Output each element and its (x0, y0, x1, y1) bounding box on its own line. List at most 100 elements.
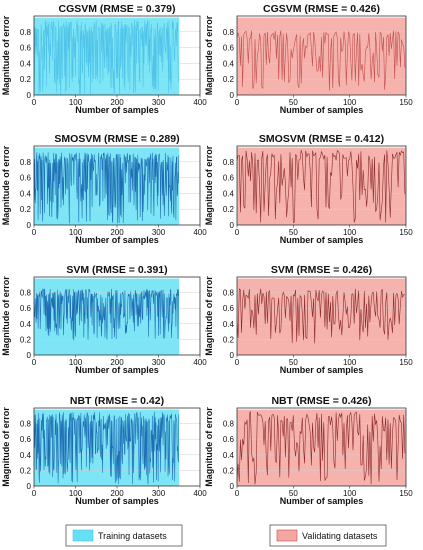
y-tick-label: 0 (230, 482, 235, 491)
legend-training: Training datasets (65, 524, 183, 547)
y-tick-label: 0.4 (20, 59, 32, 68)
y-tick-label: 0.2 (20, 466, 32, 475)
x-tick-label: 100 (69, 489, 83, 498)
y-tick-label: 0.8 (223, 420, 235, 429)
legend-validating-swatch (276, 529, 298, 542)
x-tick-label: 100 (343, 358, 357, 367)
error-series-line (33, 411, 180, 485)
y-tick-label: 0.8 (20, 289, 32, 298)
x-tick-label: 400 (193, 98, 207, 107)
chart-title: SVM (RMSE = 0.426) (271, 264, 372, 276)
chart-title: NBT (RMSE = 0.42) (70, 395, 164, 407)
chart-panel-8: NBT (RMSE = 0.426) Number of samples Magni… (204, 395, 413, 506)
chart-title: CGSVM (RMSE = 0.426) (263, 3, 380, 15)
x-tick-label: 50 (289, 228, 298, 237)
x-tick-label: 0 (32, 489, 37, 498)
y-tick-label: 0 (27, 91, 32, 100)
x-tick-label: 100 (69, 228, 83, 237)
y-tick-label: 0.6 (20, 304, 32, 313)
x-axis-label: Number of samples (75, 365, 159, 375)
x-tick-label: 0 (32, 358, 37, 367)
error-series-line (236, 149, 406, 224)
x-tick-label: 50 (289, 489, 298, 498)
y-tick-label: 0.2 (20, 205, 32, 214)
chart-title: SMOSVM (RMSE = 0.412) (259, 133, 384, 145)
x-tick-label: 200 (110, 228, 124, 237)
x-axis-label: Number of samples (280, 105, 364, 115)
y-tick-label: 0.6 (223, 174, 235, 183)
y-tick-label: 0 (27, 351, 32, 360)
chart-panel-7: NBT (RMSE = 0.42) Number of samples Magnit… (1, 395, 207, 506)
x-axis-label: Number of samples (75, 235, 159, 245)
chart-title: CGSVM (RMSE = 0.379) (59, 3, 176, 15)
chart-panel-5: SVM (RMSE = 0.391) Number of samples Magni… (1, 264, 207, 375)
x-tick-label: 300 (152, 98, 166, 107)
chart-title: SVM (RMSE = 0.391) (66, 264, 167, 276)
x-axis-label: Number of samples (75, 496, 159, 506)
x-tick-label: 50 (289, 98, 298, 107)
x-tick-label: 400 (193, 228, 207, 237)
y-tick-label: 0.2 (20, 75, 32, 84)
x-tick-label: 100 (343, 98, 357, 107)
y-tick-label: 0.2 (223, 466, 235, 475)
x-tick-label: 150 (399, 358, 413, 367)
legend-validating-box (269, 524, 387, 547)
y-tick-label: 0.4 (223, 59, 235, 68)
y-axis-label: Magnitude of error (204, 407, 214, 487)
chart-panel-1: CGSVM (RMSE = 0.379) Number of samples Mag… (1, 3, 207, 115)
y-tick-label: 0.4 (20, 189, 32, 198)
legend-training-label: Training datasets (98, 531, 167, 541)
x-tick-label: 0 (235, 228, 240, 237)
y-tick-label: 0 (27, 221, 32, 230)
chart-title: SMOSVM (RMSE = 0.289) (54, 133, 179, 145)
x-tick-label: 200 (110, 489, 124, 498)
y-tick-label: 0 (230, 91, 235, 100)
x-tick-label: 150 (399, 489, 413, 498)
plot-frame (236, 407, 407, 487)
y-tick-label: 0.4 (20, 451, 32, 460)
y-tick-label: 0.2 (223, 335, 235, 344)
legend-training-swatch (72, 529, 94, 542)
y-tick-label: 0.8 (20, 158, 32, 167)
x-tick-label: 300 (152, 489, 166, 498)
chart-panel-4: SMOSVM (RMSE = 0.412) Number of samples Ma… (204, 133, 413, 245)
y-tick-label: 0.8 (20, 420, 32, 429)
y-axis-label: Magnitude of error (1, 276, 11, 356)
legend-training-box (65, 524, 183, 547)
y-tick-label: 0.2 (20, 335, 32, 344)
x-axis-label: Number of samples (280, 496, 364, 506)
y-axis-label: Magnitude of error (1, 407, 11, 487)
x-axis-label: Number of samples (75, 105, 159, 115)
plot-frame (236, 15, 407, 96)
error-series-line (236, 288, 405, 344)
y-tick-label: 0.6 (20, 435, 32, 444)
x-axis-label: Number of samples (280, 365, 364, 375)
x-axis-label: Number of samples (280, 235, 364, 245)
y-tick-label: 0.8 (223, 158, 235, 167)
x-tick-label: 150 (399, 228, 413, 237)
y-tick-label: 0.8 (20, 28, 32, 37)
y-tick-label: 0.6 (223, 304, 235, 313)
y-tick-label: 0.4 (20, 320, 32, 329)
x-tick-label: 100 (69, 358, 83, 367)
x-tick-label: 400 (193, 489, 207, 498)
x-tick-label: 100 (343, 228, 357, 237)
y-axis-label: Magnitude of error (204, 276, 214, 356)
x-tick-label: 400 (193, 358, 207, 367)
error-series-line (33, 152, 180, 224)
x-tick-label: 0 (235, 358, 240, 367)
chart-panel-2: CGSVM (RMSE = 0.426) Number of samples Mag… (204, 3, 413, 115)
x-tick-label: 0 (235, 489, 240, 498)
error-series-line (236, 30, 406, 91)
y-tick-label: 0.2 (223, 75, 235, 84)
x-tick-label: 100 (69, 98, 83, 107)
y-tick-label: 0.4 (223, 189, 235, 198)
plot-frame (236, 145, 407, 226)
y-axis-label: Magnitude of error (1, 15, 11, 95)
y-tick-label: 0.6 (223, 44, 235, 53)
y-tick-label: 0.6 (20, 174, 32, 183)
y-tick-label: 0.8 (223, 289, 235, 298)
x-tick-label: 0 (32, 228, 37, 237)
x-tick-label: 300 (152, 358, 166, 367)
